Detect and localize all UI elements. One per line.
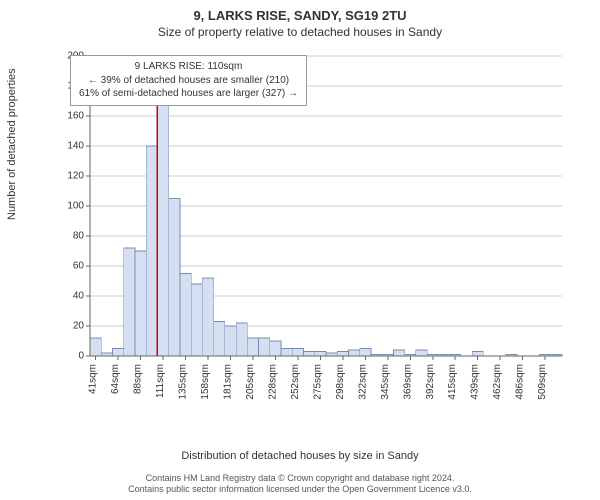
svg-text:140: 140 [67,141,84,152]
histogram-bar [214,322,225,357]
x-tick-label: 486sqm [515,364,526,400]
svg-text:40: 40 [73,291,85,302]
histogram-bar [393,350,404,356]
histogram-bar [236,323,247,356]
svg-text:160: 160 [67,111,84,122]
histogram-bar [180,274,191,357]
x-tick-label: 392sqm [425,364,436,400]
chart-svg: 02040608010012014016018020041sqm64sqm88s… [60,50,570,420]
x-tick-label: 181sqm [222,364,233,400]
svg-text:60: 60 [73,261,85,272]
x-tick-label: 439sqm [470,364,481,400]
histogram-bar [416,350,427,356]
x-tick-label: 298sqm [335,364,346,400]
x-tick-label: 158sqm [200,364,211,400]
histogram-bar [304,352,315,357]
x-tick-label: 252sqm [290,364,301,400]
histogram-bar [337,352,348,357]
histogram-bar [169,199,180,357]
histogram-bar [348,350,359,356]
histogram-bar [270,341,281,356]
x-tick-label: 41sqm [88,364,99,394]
x-tick-label: 369sqm [402,364,413,400]
histogram-bar [472,352,483,357]
x-tick-label: 228sqm [267,364,278,400]
x-tick-label: 135sqm [178,364,189,400]
histogram-bar [225,326,236,356]
histogram-bar [247,338,258,356]
histogram-bar [191,284,202,356]
histogram-bar [157,104,168,356]
histogram-bar [135,251,146,356]
annotation-line1: 9 LARKS RISE: 110sqm [79,60,298,74]
x-tick-label: 205sqm [245,364,256,400]
x-tick-label: 509sqm [537,364,548,400]
x-tick-label: 462sqm [492,364,503,400]
x-tick-label: 322sqm [357,364,368,400]
x-tick-label: 415sqm [447,364,458,400]
x-tick-label: 275sqm [312,364,323,400]
histogram-bar [90,338,101,356]
histogram-bar [202,278,213,356]
histogram-bar [360,349,371,357]
footer-line1: Contains HM Land Registry data © Crown c… [0,473,600,485]
annotation-line2: ← 39% of detached houses are smaller (21… [79,74,298,88]
chart-plot-area: 02040608010012014016018020041sqm64sqm88s… [60,50,570,420]
histogram-bar [124,248,135,356]
footer: Contains HM Land Registry data © Crown c… [0,473,600,496]
svg-text:80: 80 [73,231,85,242]
x-tick-label: 111sqm [155,364,166,398]
histogram-bar [315,352,326,357]
histogram-bar [292,349,303,357]
chart-title: 9, LARKS RISE, SANDY, SG19 2TU [0,0,600,23]
annotation-line3: 61% of semi-detached houses are larger (… [79,87,298,101]
histogram-bar [146,146,157,356]
svg-text:20: 20 [73,321,85,332]
histogram-bar [281,349,292,357]
histogram-bar [259,338,270,356]
x-tick-label: 88sqm [133,364,144,394]
svg-text:120: 120 [67,171,84,182]
histogram-bar [112,349,123,357]
x-tick-label: 345sqm [380,364,391,400]
footer-line2: Contains public sector information licen… [0,484,600,496]
y-axis-label: Number of detached properties [6,68,18,220]
x-tick-label: 64sqm [110,364,121,394]
svg-text:0: 0 [78,351,84,362]
x-axis-label: Distribution of detached houses by size … [0,450,600,462]
chart-subtitle: Size of property relative to detached ho… [0,23,600,39]
svg-text:100: 100 [67,201,84,212]
annotation-box: 9 LARKS RISE: 110sqm ← 39% of detached h… [70,55,307,106]
